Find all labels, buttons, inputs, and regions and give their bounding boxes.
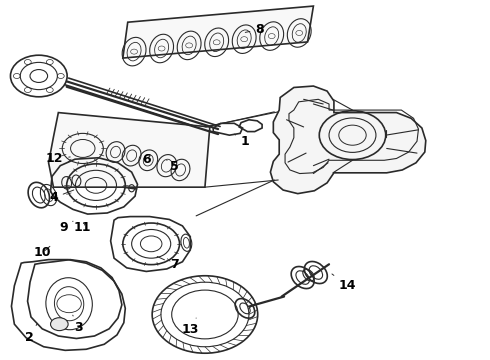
Text: 9: 9 (59, 221, 73, 234)
Polygon shape (270, 86, 426, 194)
Text: 3: 3 (73, 315, 83, 334)
Polygon shape (123, 6, 314, 58)
Text: 2: 2 (24, 323, 37, 343)
Circle shape (50, 318, 68, 330)
Text: 7: 7 (157, 256, 178, 271)
Text: 14: 14 (332, 274, 356, 292)
Text: 6: 6 (142, 153, 150, 166)
Text: 4: 4 (49, 190, 74, 204)
Text: 13: 13 (182, 318, 199, 336)
Polygon shape (49, 113, 210, 187)
Text: 8: 8 (245, 23, 264, 36)
Text: 10: 10 (34, 246, 51, 259)
Text: 1: 1 (234, 134, 249, 148)
Text: 12: 12 (46, 152, 70, 165)
Text: 5: 5 (167, 160, 178, 173)
Text: 11: 11 (74, 221, 92, 234)
